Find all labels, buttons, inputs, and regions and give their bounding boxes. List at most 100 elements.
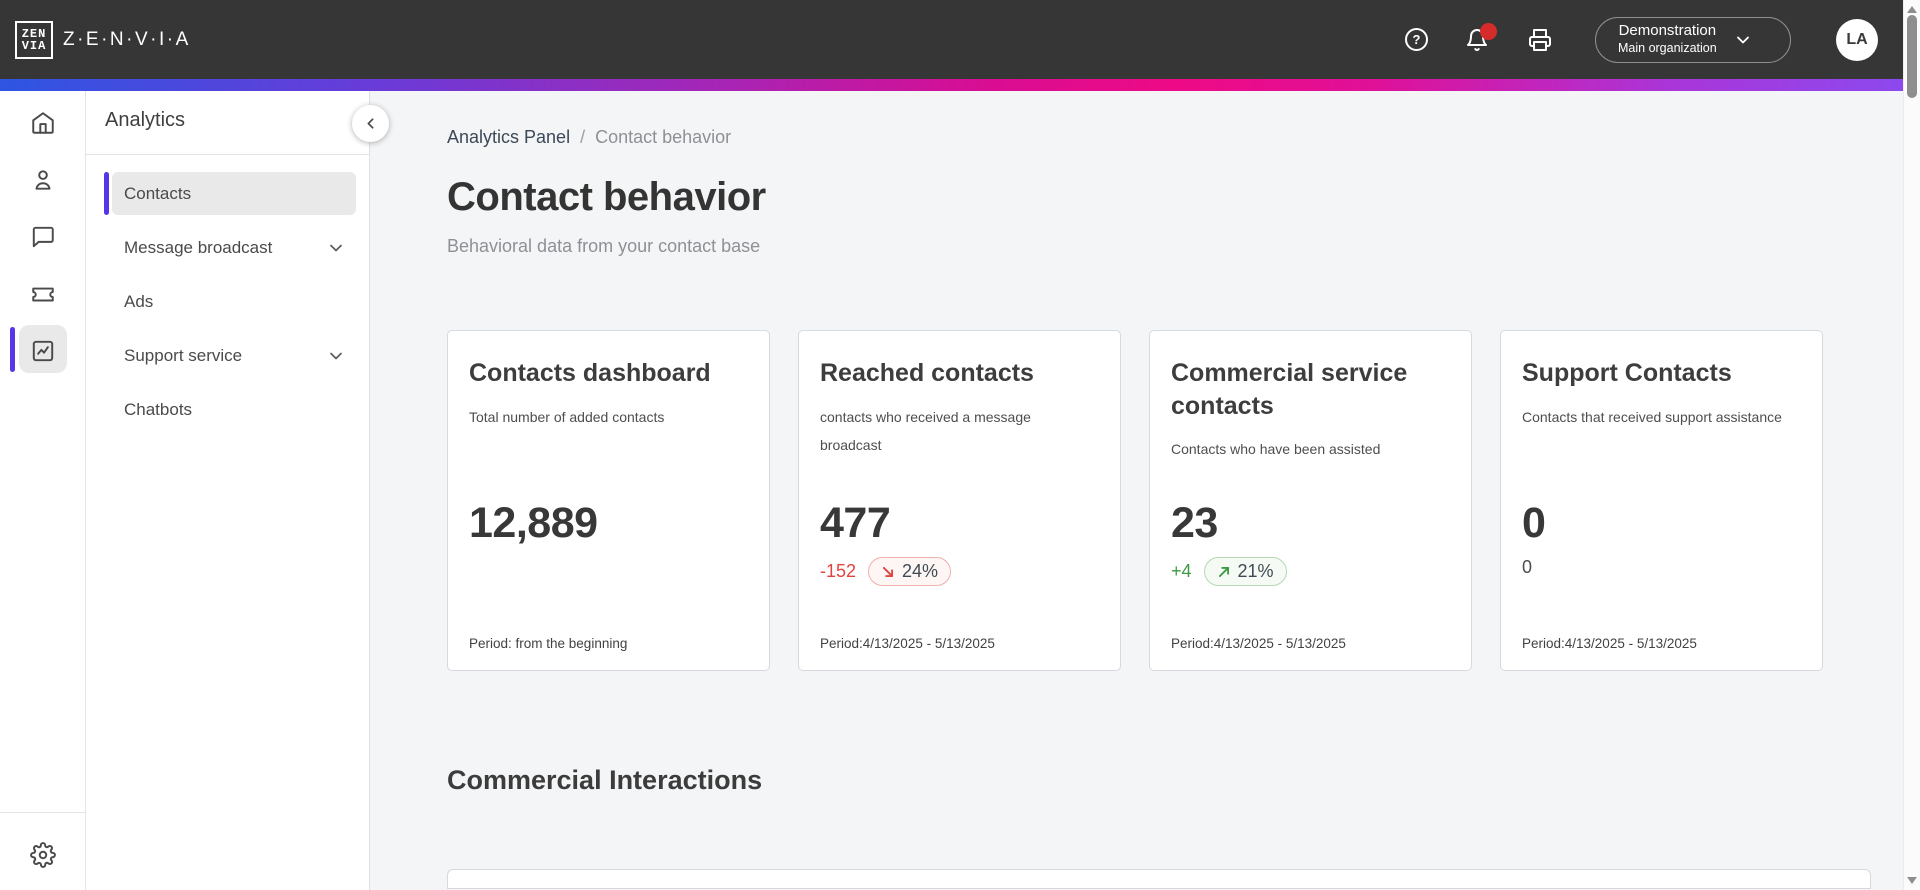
chevron-down-icon xyxy=(326,238,346,258)
nav-active-indicator xyxy=(10,327,15,372)
card-title: Contacts dashboard xyxy=(469,359,711,387)
badge-percent: 24% xyxy=(902,561,939,581)
card-title: Support Contacts xyxy=(1522,359,1732,387)
page-subtitle: Behavioral data from your contact base xyxy=(447,236,761,256)
menu-item-ads[interactable]: Ads xyxy=(112,280,356,323)
chat-bubble-icon xyxy=(32,226,54,248)
panel-title: Analytics xyxy=(105,109,186,131)
trend-up-icon xyxy=(1218,566,1229,577)
user-avatar[interactable]: LA xyxy=(1836,18,1878,61)
menu-item-message-broadcast[interactable]: Message broadcast xyxy=(112,226,356,269)
card-value: 477 xyxy=(820,499,891,547)
chevron-left-icon xyxy=(367,118,374,129)
topbar: ZEN VIA Z·E·N·V·I·A ? Demonstration Main… xyxy=(0,0,1903,79)
organization-subtitle: Main organization xyxy=(1618,41,1717,56)
card-trend-badge: 21% xyxy=(1203,557,1287,586)
menu-item-label: Chatbots xyxy=(124,399,193,419)
rail-divider xyxy=(0,812,86,813)
organization-name: Demonstration xyxy=(1618,22,1717,40)
card-period: Period: from the beginning xyxy=(469,636,628,651)
card-period: Period:4/13/2025 - 5/13/2025 xyxy=(820,636,995,651)
collapse-panel-button[interactable] xyxy=(352,105,389,142)
card-period: Period:4/13/2025 - 5/13/2025 xyxy=(1171,636,1346,651)
bell-icon xyxy=(1467,28,1487,51)
card-value: 12,889 xyxy=(469,499,598,547)
menu-item-label: Contacts xyxy=(124,183,192,203)
card-subtitle: Contacts that received support assistanc… xyxy=(1522,408,1782,425)
print-button[interactable] xyxy=(1528,28,1552,52)
menu-item-contacts[interactable]: Contacts xyxy=(104,172,356,215)
nav-analytics[interactable] xyxy=(0,327,86,375)
panel-divider xyxy=(86,154,370,155)
card-value-block: 23 +4 21% xyxy=(1171,499,1450,586)
card-delta-row: -152 24% xyxy=(820,557,1099,586)
card-delta: 0 xyxy=(1522,557,1533,577)
home-icon xyxy=(32,112,54,134)
card-delta-row: +4 21% xyxy=(1171,557,1450,586)
scroll-up-arrow-icon[interactable] xyxy=(1907,6,1917,13)
brand-text: Z·E·N·V·I·A xyxy=(63,28,191,50)
organization-labels: Demonstration Main organization xyxy=(1618,22,1717,56)
card-value-block: 477 -152 24% xyxy=(820,499,1099,586)
settings-gear-icon xyxy=(30,842,56,868)
menu-item-label: Support service xyxy=(124,345,243,365)
menu-item-support-service[interactable]: Support service xyxy=(112,334,356,377)
nav-conversations[interactable] xyxy=(0,213,86,261)
nav-sales[interactable] xyxy=(0,270,86,318)
kpi-cards-row: Contacts dashboard Total number of added… xyxy=(447,330,1823,671)
main-content: Analytics Panel / Contact behavior Conta… xyxy=(370,91,1903,890)
nav-contacts[interactable] xyxy=(0,156,86,204)
section-title-commercial-interactions: Commercial Interactions xyxy=(447,765,763,795)
page-scrollbar[interactable] xyxy=(1903,0,1920,890)
card-reached-contacts: Reached contacts contacts who received a… xyxy=(798,330,1121,671)
brand[interactable]: ZEN VIA Z·E·N·V·I·A xyxy=(15,20,191,59)
badge-percent: 21% xyxy=(1237,561,1274,581)
panel-menu: Contacts Message broadcast Ads Support s… xyxy=(86,172,370,442)
trend-down-icon xyxy=(883,566,894,577)
scroll-down-arrow-icon[interactable] xyxy=(1907,877,1917,884)
card-delta-row: 0 xyxy=(1522,557,1801,578)
notifications-button[interactable] xyxy=(1465,22,1497,52)
nav-home[interactable] xyxy=(0,99,86,147)
ticket-icon xyxy=(32,287,54,302)
nav-active-background xyxy=(19,325,67,373)
card-title: Reached contacts xyxy=(820,359,1034,387)
topbar-actions: ? Demonstration Main organization LA xyxy=(1405,0,1878,79)
menu-item-label: Ads xyxy=(124,291,154,311)
card-value-block: 12,889 xyxy=(469,499,748,548)
page-title: Contact behavior xyxy=(447,175,766,219)
help-icon: ? xyxy=(1405,27,1428,51)
breadcrumb-analytics-panel[interactable]: Analytics Panel xyxy=(447,127,571,147)
menu-item-label: Message broadcast xyxy=(124,237,273,257)
card-contacts-dashboard: Contacts dashboard Total number of added… xyxy=(447,330,770,671)
card-title: Commercial service contacts xyxy=(1171,359,1408,420)
card-subtitle: Total number of added contacts xyxy=(469,408,665,425)
menu-item-chatbots[interactable]: Chatbots xyxy=(112,388,356,431)
unread-notification-dot xyxy=(1480,22,1497,40)
card-commercial-service-contacts: Commercial service contacts Contacts who… xyxy=(1149,330,1472,671)
contacts-icon xyxy=(35,170,51,190)
analytics-icon xyxy=(32,340,54,362)
card-period: Period:4/13/2025 - 5/13/2025 xyxy=(1522,636,1697,651)
analytics-panel: Analytics Contacts Message broadcast Ads… xyxy=(86,91,370,890)
nav-settings[interactable] xyxy=(0,831,86,879)
card-value: 23 xyxy=(1171,499,1218,547)
chevron-down-icon xyxy=(326,346,346,366)
nav-rail xyxy=(0,91,86,890)
breadcrumb-current: Contact behavior xyxy=(595,127,732,147)
organization-switcher[interactable]: Demonstration Main organization xyxy=(1595,16,1791,63)
scrollbar-thumb[interactable] xyxy=(1907,15,1917,98)
breadcrumb: Analytics Panel / Contact behavior xyxy=(447,127,1823,148)
card-support-contacts: Support Contacts Contacts that received … xyxy=(1500,330,1823,671)
printer-icon xyxy=(1529,28,1551,51)
card-delta: +4 xyxy=(1171,561,1192,581)
card-subtitle: Contacts who have been assisted xyxy=(1171,441,1381,457)
gradient-accent-bar xyxy=(0,79,1903,91)
card-trend-badge: 24% xyxy=(868,557,952,586)
chevron-down-icon xyxy=(1733,30,1753,50)
help-button[interactable]: ? xyxy=(1405,27,1429,52)
breadcrumb-separator: / xyxy=(580,127,586,147)
card-value-block: 0 0 xyxy=(1522,499,1801,578)
commercial-interactions-card xyxy=(447,869,1871,889)
